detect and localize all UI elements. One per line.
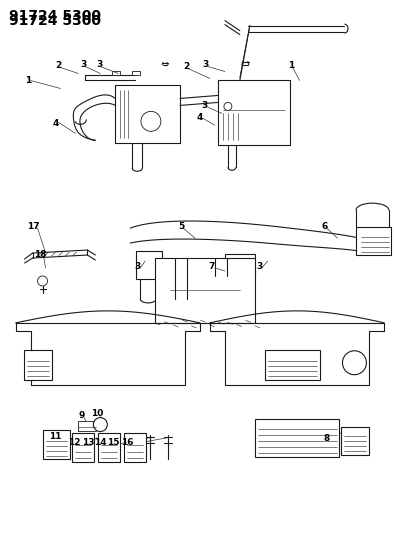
- Bar: [132, 70, 140, 76]
- Polygon shape: [210, 323, 384, 385]
- Text: 18: 18: [34, 249, 47, 259]
- Text: 15: 15: [107, 438, 119, 447]
- Bar: [265, 350, 320, 379]
- Bar: [98, 433, 120, 463]
- Circle shape: [93, 417, 107, 432]
- Text: 11: 11: [49, 432, 62, 441]
- Text: 2: 2: [56, 61, 61, 70]
- Text: 14: 14: [94, 438, 107, 447]
- Circle shape: [141, 111, 161, 131]
- Text: 3: 3: [256, 262, 263, 271]
- Text: 2: 2: [183, 62, 189, 71]
- Text: 16: 16: [121, 438, 134, 447]
- Text: 3: 3: [134, 262, 140, 271]
- Text: 5: 5: [178, 222, 184, 231]
- Text: 12: 12: [68, 438, 81, 447]
- Text: 7: 7: [209, 262, 215, 271]
- Text: 1: 1: [26, 76, 32, 85]
- Text: 3: 3: [202, 101, 208, 110]
- Bar: [115, 85, 180, 143]
- Text: 17: 17: [27, 222, 40, 231]
- Text: 91724 5300: 91724 5300: [9, 9, 100, 23]
- Text: 3: 3: [203, 60, 209, 69]
- Bar: [24, 350, 52, 379]
- Text: 91724 5300: 91724 5300: [9, 14, 100, 28]
- Bar: [43, 430, 71, 459]
- Bar: [225, 254, 255, 276]
- Circle shape: [224, 102, 232, 110]
- Text: 9: 9: [78, 411, 85, 420]
- Bar: [155, 258, 255, 323]
- Bar: [136, 251, 162, 279]
- Text: 4: 4: [197, 113, 203, 122]
- Bar: [78, 421, 97, 431]
- Text: 8: 8: [323, 434, 330, 443]
- Circle shape: [342, 351, 366, 375]
- Text: 6: 6: [322, 222, 328, 231]
- Circle shape: [37, 276, 48, 286]
- Bar: [72, 433, 95, 463]
- Text: 13: 13: [82, 438, 95, 447]
- Bar: [218, 80, 290, 146]
- Text: 3: 3: [96, 60, 102, 69]
- Bar: [124, 433, 146, 463]
- Text: 4: 4: [52, 119, 59, 128]
- Polygon shape: [16, 323, 200, 385]
- Text: 1: 1: [288, 61, 294, 70]
- Text: 10: 10: [91, 409, 104, 418]
- Bar: [112, 70, 120, 76]
- Bar: [342, 426, 370, 455]
- Text: 3: 3: [80, 60, 87, 69]
- Bar: [357, 227, 391, 255]
- Bar: [255, 418, 340, 456]
